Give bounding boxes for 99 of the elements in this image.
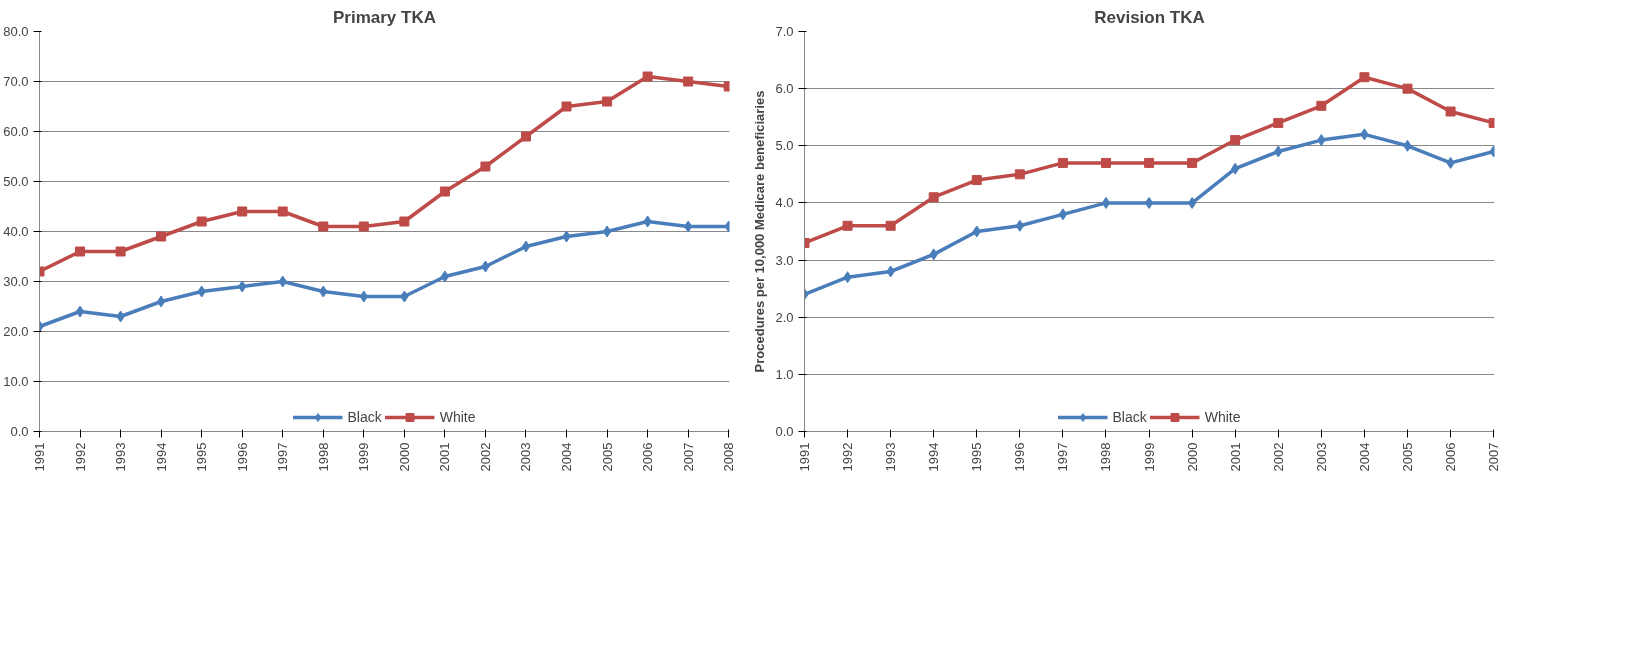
point (75, 305, 85, 318)
point (115, 246, 126, 257)
x-tick-label: 1998 (315, 442, 331, 472)
x-tick-label: 2004 (559, 442, 575, 472)
point (156, 231, 167, 242)
x-tick-label: 2000 (1184, 442, 1200, 472)
legend-label: White (1204, 409, 1241, 425)
x-tick-label: 2007 (680, 442, 696, 472)
point (1359, 72, 1370, 83)
point (1015, 219, 1025, 232)
x-tick-label: 1995 (194, 442, 210, 472)
x-tick-label: 1994 (926, 442, 942, 472)
x-tick-label: 1996 (234, 442, 250, 472)
point (1316, 100, 1327, 111)
x-tick-label: 2006 (1443, 442, 1459, 472)
y-axis-title: Procedures per 10,000 Medicare beneficiaries (752, 90, 768, 373)
x-tick-label: 2003 (518, 442, 534, 472)
x-tick-label: 2000 (396, 442, 412, 472)
y-tick-label: 3.0 (775, 252, 794, 268)
point (399, 216, 410, 227)
x-tick-label: 2008 (721, 442, 737, 472)
point (358, 221, 369, 232)
point (1057, 157, 1068, 168)
x-tick-label: 1994 (153, 442, 169, 472)
y-tick-label: 0.0 (775, 424, 794, 439)
y-tick-label: 2.0 (775, 309, 794, 325)
x-tick-label: 2007 (1486, 442, 1502, 472)
x-tick-label: 1992 (72, 442, 88, 472)
x-tick-label: 1995 (969, 442, 985, 472)
legend-label: Black (1112, 409, 1147, 425)
point (1445, 106, 1456, 117)
point (1101, 196, 1111, 209)
x-tick-label: 2002 (1270, 442, 1286, 472)
point (1187, 157, 1198, 168)
point (521, 240, 531, 253)
point (642, 71, 653, 82)
x-tick-label: 2001 (1227, 442, 1243, 472)
x-tick-label: 2005 (1400, 442, 1415, 472)
point (602, 96, 613, 107)
x-tick-label: 2001 (437, 442, 453, 472)
point (1402, 83, 1413, 94)
x-tick-label: 2002 (477, 442, 493, 472)
y-tick-label: 50.0 (3, 174, 29, 189)
point (156, 295, 166, 308)
point (480, 161, 491, 172)
point (1144, 157, 1155, 168)
point (561, 101, 572, 112)
point (602, 225, 612, 238)
y-tick-label: 5.0 (775, 138, 794, 154)
x-tick-label: 1993 (883, 442, 899, 472)
y-tick-label: 40.0 (3, 224, 29, 239)
x-tick-label: 1992 (840, 442, 856, 472)
point (439, 186, 450, 197)
x-tick-label: 1999 (1141, 442, 1157, 472)
point (318, 221, 329, 232)
y-tick-label: 7.0 (775, 24, 794, 39)
y-tick-label: 30.0 (3, 274, 29, 289)
x-tick-label: 2004 (1356, 442, 1372, 472)
x-tick-label: 1998 (1098, 442, 1114, 472)
chart-title: Revision TKA (1094, 7, 1205, 27)
y-tick-label: 1.0 (775, 366, 794, 382)
point (928, 192, 939, 203)
chart-title: Primary TKA (333, 7, 436, 27)
x-tick-label: 2006 (640, 442, 656, 472)
legend-label: Black (347, 409, 382, 425)
point (683, 76, 694, 87)
point (1273, 117, 1284, 128)
point (440, 270, 450, 283)
point (885, 220, 896, 231)
x-tick-label: 2003 (1313, 442, 1329, 472)
point (842, 220, 853, 231)
point (277, 206, 288, 217)
point (196, 216, 207, 227)
point (1144, 196, 1154, 209)
y-tick-label: 60.0 (3, 124, 29, 139)
point (237, 206, 248, 217)
legend-label: White (439, 409, 476, 425)
point (1058, 208, 1068, 221)
x-tick-label: 1991 (797, 442, 812, 472)
x-tick-label: 1996 (1012, 442, 1028, 472)
point (1101, 157, 1111, 168)
y-tick-label: 10.0 (3, 374, 29, 389)
point (520, 131, 531, 142)
y-tick-label: 4.0 (775, 195, 794, 211)
point (1230, 135, 1241, 146)
x-tick-label: 1993 (113, 442, 129, 472)
x-tick-label: 1991 (32, 442, 47, 472)
x-tick-label: 1997 (1055, 442, 1071, 472)
y-tick-label: 0.0 (10, 424, 29, 439)
y-tick-label: 80.0 (3, 24, 29, 39)
y-tick-label: 70.0 (3, 74, 29, 89)
x-tick-label: 2005 (599, 442, 615, 472)
x-tick-label: 1999 (356, 442, 372, 472)
point (75, 246, 86, 257)
point (1014, 169, 1025, 180)
point (971, 175, 982, 186)
x-tick-label: 1997 (275, 442, 291, 472)
y-tick-label: 6.0 (775, 81, 794, 97)
y-tick-label: 20.0 (3, 324, 29, 339)
